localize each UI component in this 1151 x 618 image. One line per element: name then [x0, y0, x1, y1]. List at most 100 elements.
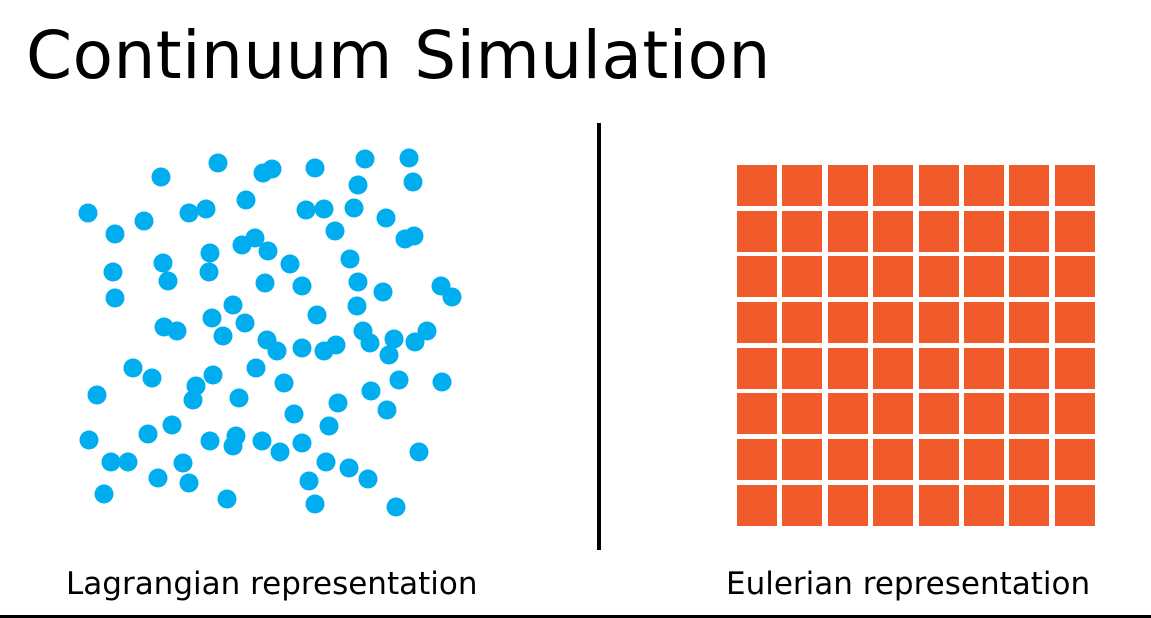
particle: [167, 321, 187, 341]
particle: [153, 253, 173, 273]
particle: [151, 167, 171, 187]
particle: [270, 442, 290, 462]
particle: [217, 489, 237, 509]
grid-cell: [873, 256, 914, 298]
grid-cell: [1009, 347, 1050, 389]
particle: [78, 203, 98, 223]
particle: [292, 276, 312, 296]
grid-cell: [1054, 393, 1095, 435]
particle: [179, 473, 199, 493]
grid-cell: [918, 165, 959, 206]
particle: [305, 158, 325, 178]
particle: [305, 494, 325, 514]
particle: [200, 431, 220, 451]
particle: [339, 458, 359, 478]
particle: [314, 199, 334, 219]
grid-cell: [1009, 393, 1050, 435]
particle: [328, 393, 348, 413]
particle: [173, 453, 193, 473]
particle: [384, 329, 404, 349]
particle: [348, 272, 368, 292]
grid-cell: [782, 302, 823, 344]
particle: [417, 321, 437, 341]
grid-cell: [1009, 165, 1050, 206]
grid-cell: [1054, 256, 1095, 298]
particle: [403, 172, 423, 192]
grid-cell: [963, 165, 1004, 206]
grid-cell: [737, 347, 777, 389]
grid-cell: [782, 439, 823, 481]
particle: [148, 468, 168, 488]
particle: [325, 221, 345, 241]
particle: [252, 431, 272, 451]
particle: [442, 287, 462, 307]
grid-cell: [918, 484, 959, 526]
particle: [138, 424, 158, 444]
particle: [361, 381, 381, 401]
particle: [373, 282, 393, 302]
grid-cell: [1054, 210, 1095, 252]
particle: [123, 358, 143, 378]
particle: [202, 308, 222, 328]
grid-cell: [737, 484, 777, 526]
grid-cell: [1054, 165, 1095, 206]
particle: [340, 249, 360, 269]
grid-cell: [873, 393, 914, 435]
particle: [196, 199, 216, 219]
particle: [347, 296, 367, 316]
particle: [223, 436, 243, 456]
eulerian-caption: Eulerian representation: [726, 566, 1091, 602]
particle: [158, 271, 178, 291]
grid-cell: [918, 302, 959, 344]
particle: [326, 335, 346, 355]
grid-cell: [1054, 484, 1095, 526]
particle: [142, 368, 162, 388]
grid-cell: [963, 439, 1004, 481]
particle: [409, 442, 429, 462]
particle: [376, 208, 396, 228]
particle: [274, 373, 294, 393]
particle: [258, 241, 278, 261]
bottom-rule: [0, 615, 1151, 618]
particle: [358, 469, 378, 489]
grid-cell: [963, 347, 1004, 389]
grid-cell: [873, 484, 914, 526]
grid-cell: [827, 256, 868, 298]
grid-cell: [963, 256, 1004, 298]
grid-cell: [827, 210, 868, 252]
grid-cell: [782, 393, 823, 435]
grid-cell: [1009, 484, 1050, 526]
particle: [118, 452, 138, 472]
particle: [94, 484, 114, 504]
particle: [404, 226, 424, 246]
particle: [377, 400, 397, 420]
grid-cell: [1054, 347, 1095, 389]
grid-cell: [918, 210, 959, 252]
particle: [79, 430, 99, 450]
grid-cell: [873, 165, 914, 206]
particle: [355, 149, 375, 169]
particle: [307, 305, 327, 325]
particle: [105, 224, 125, 244]
section-divider: [597, 123, 601, 550]
particle: [348, 175, 368, 195]
particle: [229, 388, 249, 408]
particle: [344, 198, 364, 218]
grid-cell: [737, 439, 777, 481]
grid-cell: [918, 347, 959, 389]
grid-cell: [827, 347, 868, 389]
lagrangian-caption: Lagrangian representation: [66, 566, 478, 602]
particle: [360, 333, 380, 353]
particle: [299, 471, 319, 491]
slide-title: Continuum Simulation: [26, 17, 771, 94]
particle: [292, 338, 312, 358]
particle: [292, 433, 312, 453]
grid-cell: [737, 393, 777, 435]
grid-cell: [918, 256, 959, 298]
particle: [255, 273, 275, 293]
grid-cell: [1054, 439, 1095, 481]
grid-cell: [737, 165, 777, 206]
grid-cell: [1009, 439, 1050, 481]
grid-cell: [827, 393, 868, 435]
grid-cell: [918, 393, 959, 435]
